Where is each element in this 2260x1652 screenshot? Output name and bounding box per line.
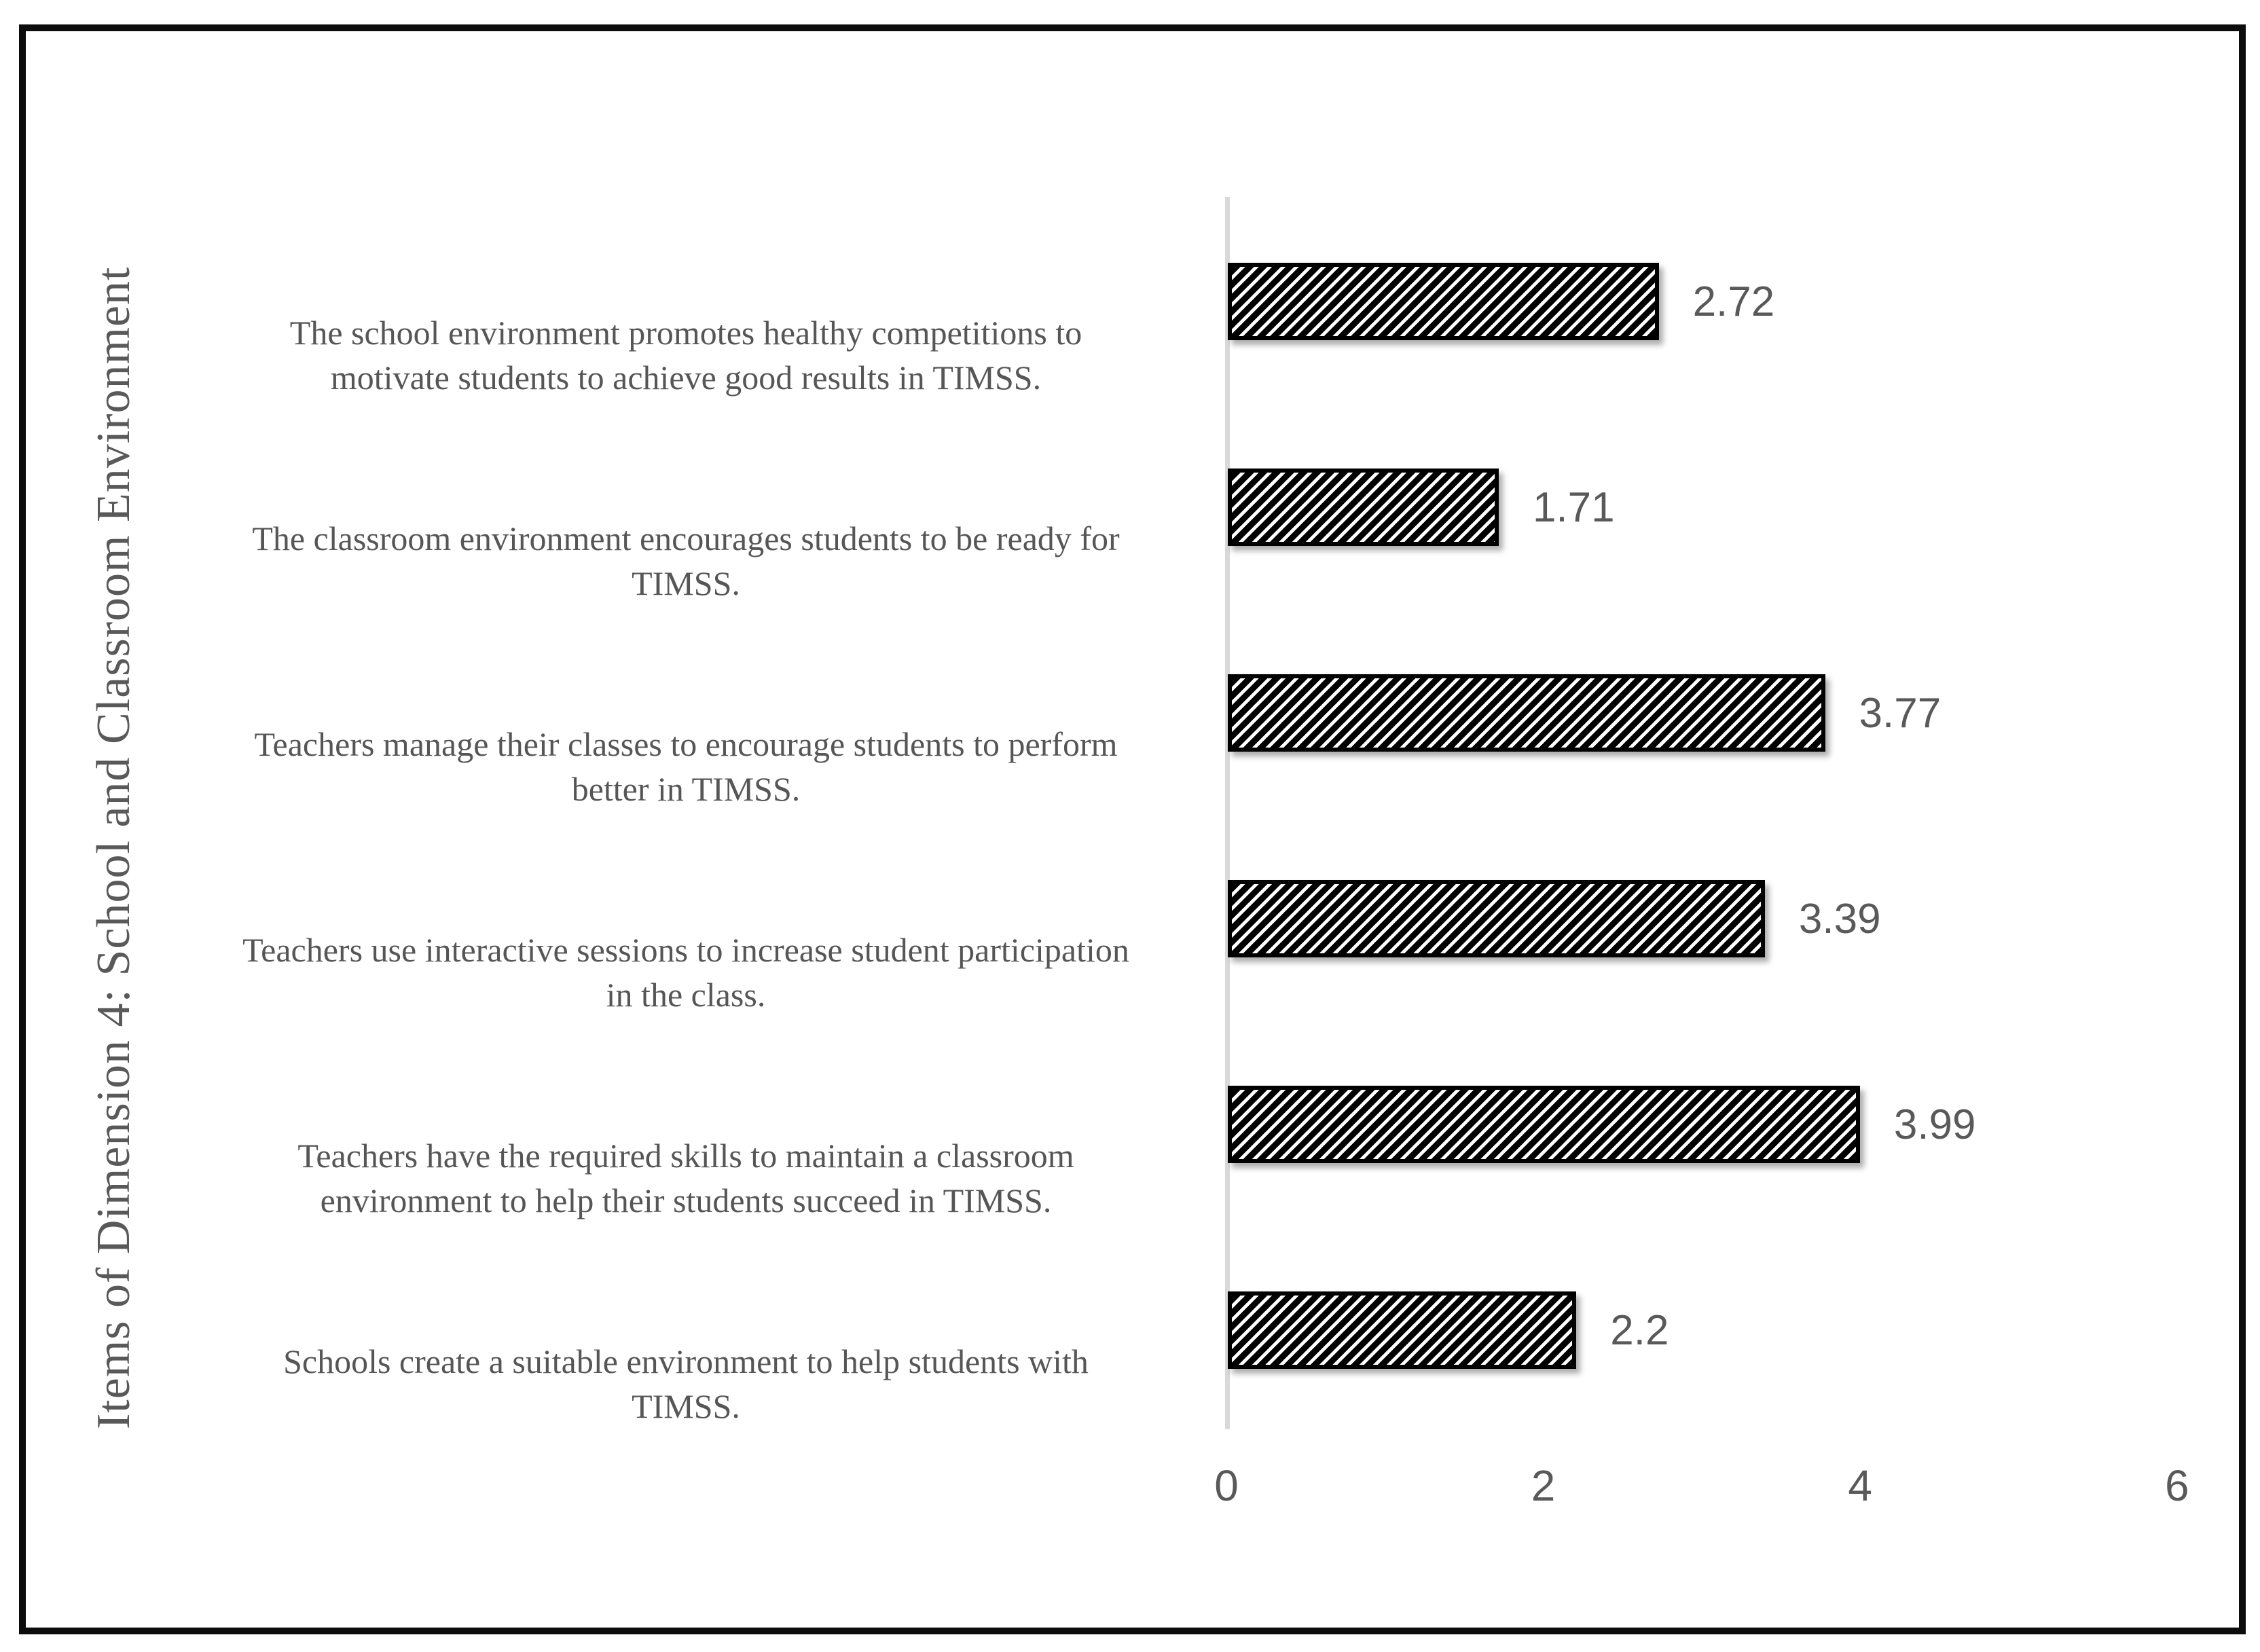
category-label-line: environment to help their students succe… <box>320 1181 1052 1219</box>
bar <box>1228 263 1659 340</box>
bar <box>1228 880 1765 957</box>
x-tick-label: 0 <box>1214 1461 1239 1510</box>
value-label: 1.71 <box>1532 483 1615 531</box>
value-label: 3.77 <box>1859 689 1942 737</box>
category-label: The school environment promotes healthy … <box>166 310 1205 400</box>
category-label-line: motivate students to achieve good result… <box>330 359 1042 397</box>
value-label: 3.99 <box>1893 1101 1976 1148</box>
chart-border <box>19 24 2246 1634</box>
y-axis-title: Items of Dimension 4: School and Classro… <box>88 266 140 1429</box>
x-tick-label: 2 <box>1531 1461 1556 1510</box>
category-label: Teachers manage their classes to encoura… <box>166 722 1205 811</box>
category-label-line: Teachers use interactive sessions to inc… <box>242 931 1129 969</box>
category-label-line: better in TIMSS. <box>571 770 801 808</box>
y-axis-line <box>1225 197 1230 1429</box>
category-label-line: Schools create a suitable environment to… <box>283 1342 1089 1380</box>
value-label: 2.2 <box>1610 1306 1669 1354</box>
value-label: 3.39 <box>1798 895 1881 942</box>
bar <box>1228 1291 1577 1369</box>
value-label: 2.72 <box>1692 278 1775 325</box>
category-label-line: The classroom environment encourages stu… <box>252 519 1120 557</box>
category-label: Schools create a suitable environment to… <box>166 1339 1205 1429</box>
category-label-line: The school environment promotes healthy … <box>289 314 1082 352</box>
category-label: The classroom environment encourages stu… <box>166 516 1205 606</box>
bar <box>1228 1086 1860 1163</box>
x-tick-label: 6 <box>2165 1461 2189 1510</box>
bar <box>1228 469 1499 546</box>
category-label-line: TIMSS. <box>632 1387 740 1425</box>
x-tick-label: 4 <box>1848 1461 1872 1510</box>
category-label: Teachers have the required skills to mai… <box>166 1133 1205 1223</box>
category-label-line: in the class. <box>606 976 766 1014</box>
category-label-line: Teachers manage their classes to encoura… <box>254 725 1118 763</box>
category-label-line: Teachers have the required skills to mai… <box>297 1137 1074 1175</box>
category-label: Teachers use interactive sessions to inc… <box>166 928 1205 1017</box>
bar <box>1228 674 1825 752</box>
category-label-line: TIMSS. <box>632 564 740 602</box>
